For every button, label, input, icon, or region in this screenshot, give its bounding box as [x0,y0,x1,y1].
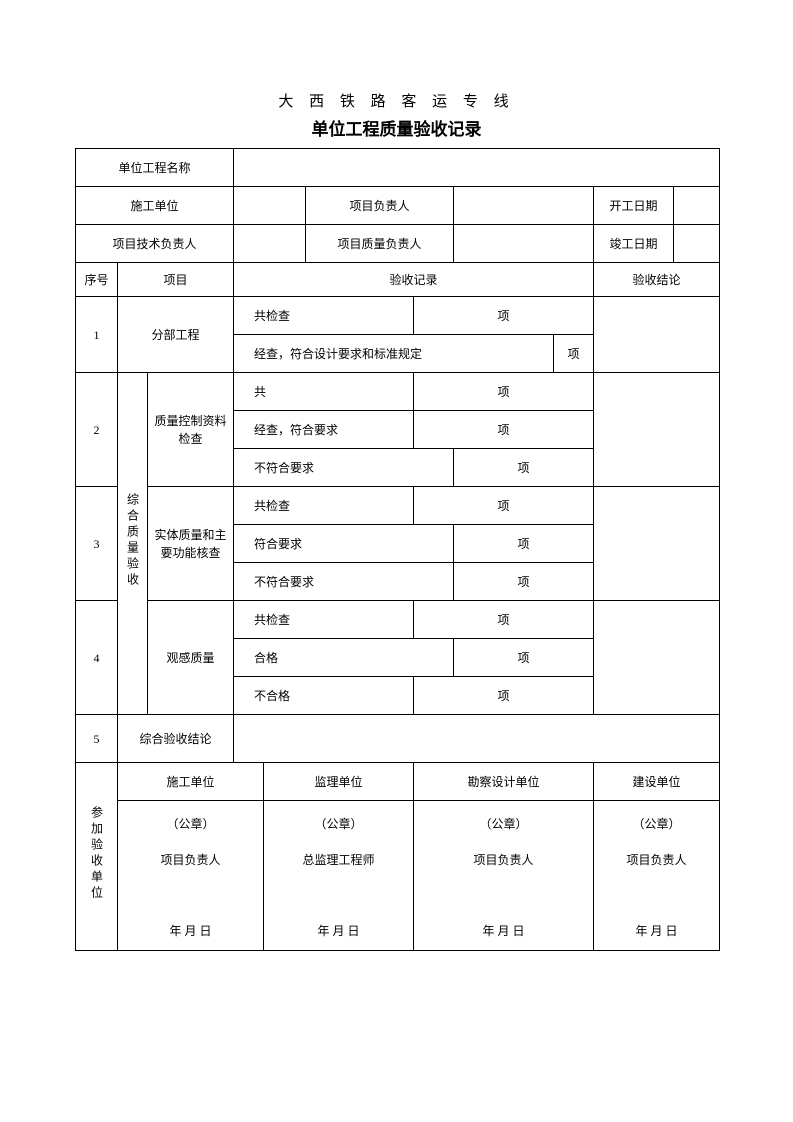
value-start-date [674,187,720,225]
seq-4: 4 [76,601,118,715]
conc-5 [234,715,720,763]
label-finish-date: 竣工日期 [594,225,674,263]
sig-h-survey: 勘察设计单位 [414,763,594,801]
rec-3c-l: 不符合要求 [234,563,454,601]
rec-2a-r: 项 [414,373,594,411]
rec-4a-l: 共检查 [234,601,414,639]
conc-2 [594,373,720,487]
value-quality-leader [454,225,594,263]
value-construction-unit [234,187,306,225]
label-tech-leader: 项目技术负责人 [76,225,234,263]
date-text: 年 月 日 [118,922,263,940]
rec-2a-l: 共 [234,373,414,411]
sig-supervision: （公章） 总监理工程师 年 月 日 [264,801,414,951]
sig-owner: （公章） 项目负责人 年 月 日 [594,801,720,951]
seq-1: 1 [76,297,118,373]
rec-3b-l: 符合要求 [234,525,454,563]
rec-2b-r: 项 [414,411,594,449]
rec-4b-l: 合格 [234,639,454,677]
label-construction-unit: 施工单位 [76,187,234,225]
role-text: 项目负责人 [120,851,261,869]
rec-1a-r: 项 [414,297,594,335]
rec-1b-l: 经查，符合设计要求和标准规定 [234,335,554,373]
rec-2c-l: 不符合要求 [234,449,454,487]
label-start-date: 开工日期 [594,187,674,225]
col-item: 项目 [118,263,234,297]
role-text: 项目负责人 [416,851,591,869]
rec-1b-r: 项 [554,335,594,373]
item-5: 综合验收结论 [118,715,234,763]
value-project-leader [454,187,594,225]
sig-h-construction: 施工单位 [118,763,264,801]
col-conclusion: 验收结论 [594,263,720,297]
header-line1: 大 西 铁 路 客 运 专 线 [75,90,718,111]
acceptance-table: 单位工程名称 施工单位 项目负责人 开工日期 项目技术负责人 项目质量负责人 竣… [75,148,720,951]
role-text: 项目负责人 [596,851,717,869]
rec-2b-l: 经查，符合要求 [234,411,414,449]
rec-4c-l: 不合格 [234,677,414,715]
date-text: 年 月 日 [594,922,719,940]
item-1: 分部工程 [118,297,234,373]
rec-4b-r: 项 [454,639,594,677]
label-quality-leader: 项目质量负责人 [306,225,454,263]
value-project-name [234,149,720,187]
item-2: 质量控制资料检查 [148,373,234,487]
conc-3 [594,487,720,601]
value-finish-date [674,225,720,263]
rec-3c-r: 项 [454,563,594,601]
rec-2c-r: 项 [454,449,594,487]
seal-text: （公章） [416,815,591,833]
sig-survey: （公章） 项目负责人 年 月 日 [414,801,594,951]
rec-4a-r: 项 [414,601,594,639]
rec-4c-r: 项 [414,677,594,715]
conc-4 [594,601,720,715]
date-text: 年 月 日 [264,922,413,940]
seq-5: 5 [76,715,118,763]
sig-h-owner: 建设单位 [594,763,720,801]
header-line2: 单位工程质量验收记录 [75,115,718,140]
role-text: 总监理工程师 [266,851,411,869]
col-record: 验收记录 [234,263,594,297]
seq-2: 2 [76,373,118,487]
date-text: 年 月 日 [414,922,593,940]
label-project-name: 单位工程名称 [76,149,234,187]
conc-1 [594,297,720,373]
seal-text: （公章） [120,815,261,833]
item-3: 实体质量和主要功能核查 [148,487,234,601]
seal-text: （公章） [266,815,411,833]
sig-h-supervision: 监理单位 [264,763,414,801]
rec-1a-l: 共检查 [234,297,414,335]
seal-text: （公章） [596,815,717,833]
col-seq: 序号 [76,263,118,297]
sig-construction: （公章） 项目负责人 年 月 日 [118,801,264,951]
rec-3a-l: 共检查 [234,487,414,525]
item-4: 观感质量 [148,601,234,715]
participants-label: 参加验收单位 [76,763,118,951]
comprehensive-label: 综合质量验收 [118,373,148,715]
rec-3a-r: 项 [414,487,594,525]
label-project-leader: 项目负责人 [306,187,454,225]
rec-3b-r: 项 [454,525,594,563]
value-tech-leader [234,225,306,263]
seq-3: 3 [76,487,118,601]
